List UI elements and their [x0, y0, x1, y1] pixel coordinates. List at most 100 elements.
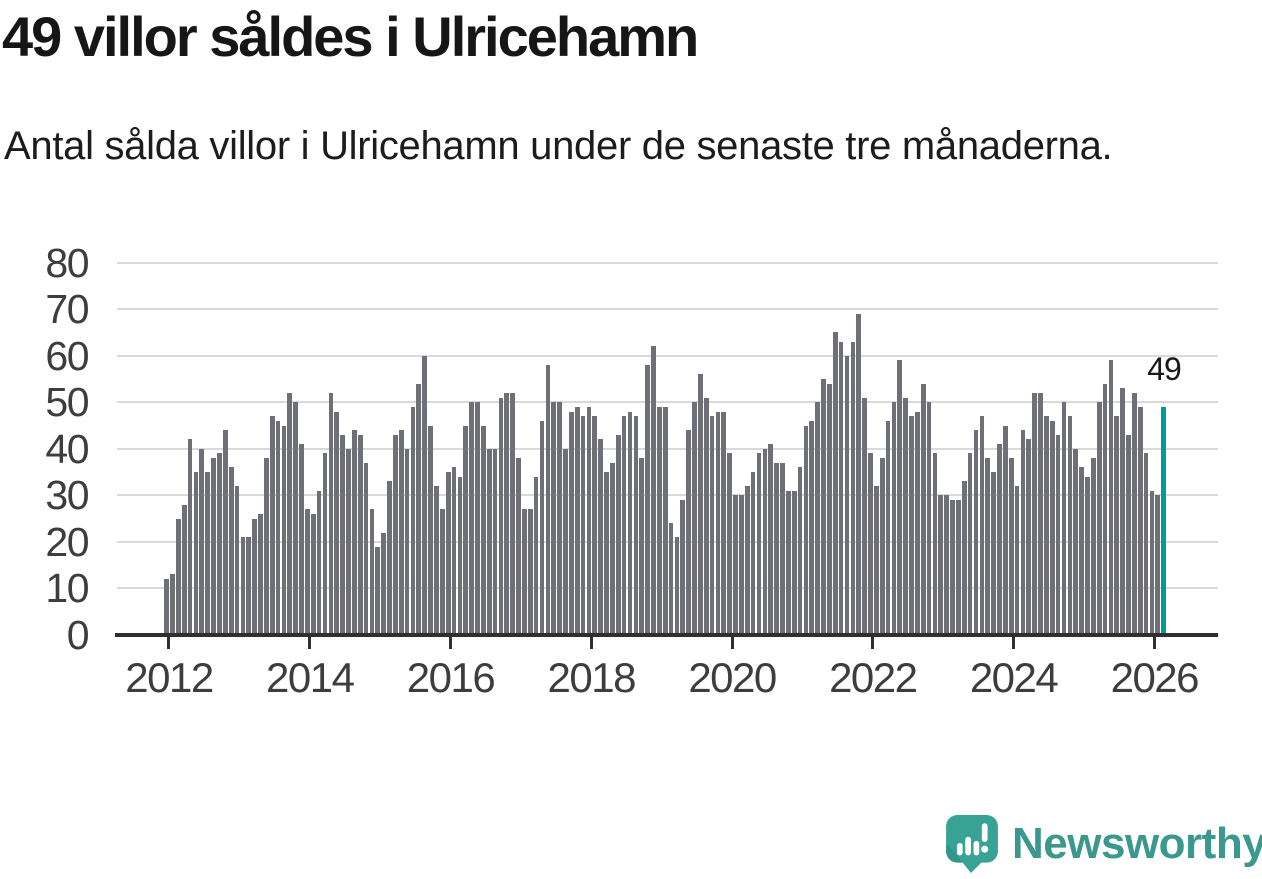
bar: [1038, 392, 1043, 635]
bar: [1044, 416, 1049, 635]
bar: [527, 509, 533, 635]
bar: [469, 402, 474, 635]
y-axis-label: 30: [45, 472, 89, 519]
bar: [498, 397, 504, 635]
bar: [1014, 486, 1020, 635]
bar: [686, 430, 691, 635]
bar: [398, 430, 404, 635]
y-axis-label: 70: [45, 286, 89, 333]
bar: [651, 346, 656, 635]
bar: [815, 402, 820, 635]
bar: [991, 472, 996, 635]
bar: [891, 402, 897, 635]
bar: [739, 495, 744, 635]
bar: [1049, 420, 1055, 635]
bar: [439, 509, 445, 635]
last-value-label: 49: [1147, 351, 1182, 387]
bar: [668, 523, 674, 635]
y-axis-label: 60: [45, 332, 89, 379]
bar: [281, 425, 287, 635]
newsworthy-logo-icon: [946, 814, 998, 874]
bar: [1073, 448, 1079, 635]
bar: [961, 481, 967, 635]
chart-title: 49 villor såldes i Ulricehamn: [2, 5, 699, 68]
bar: [915, 411, 920, 635]
bar: [932, 453, 938, 635]
gridline: [117, 261, 1218, 264]
bar: [1108, 360, 1114, 635]
bar: [1155, 495, 1161, 635]
bar: [809, 420, 815, 635]
bar: [463, 425, 469, 635]
bar: [1090, 458, 1096, 635]
bar: [1020, 430, 1026, 635]
bar: [1137, 406, 1143, 635]
bar: [756, 453, 762, 635]
bar: [774, 462, 779, 635]
bar: [422, 355, 428, 635]
newsworthy-logo: Newsworthy: [944, 812, 1262, 876]
gridline: [117, 308, 1218, 311]
bar: [457, 476, 463, 635]
bar: [838, 341, 844, 635]
bar: [387, 481, 392, 635]
bar: [868, 453, 873, 635]
bar: [1143, 453, 1149, 635]
bar: [715, 411, 721, 635]
x-axis-label: 2022: [829, 654, 918, 701]
x-axis-label: 2014: [266, 654, 355, 701]
bar: [768, 444, 774, 635]
y-axis-label: 0: [66, 612, 90, 658]
bar: [674, 537, 680, 635]
bar: [703, 397, 709, 635]
x-axis-label: 2016: [406, 654, 496, 701]
y-axis-label: 80: [45, 239, 89, 286]
y-axis-label: 40: [45, 425, 89, 472]
bar: [486, 448, 492, 635]
bar: [293, 402, 299, 635]
bar: [357, 434, 363, 635]
bar: [299, 444, 304, 635]
bar: [879, 458, 885, 635]
bar: [217, 453, 222, 635]
bar: [228, 467, 234, 635]
bar: [844, 355, 850, 635]
x-axis-label: 2018: [547, 654, 637, 701]
bar: [369, 509, 375, 635]
bar: [1149, 490, 1155, 635]
bar: [1102, 383, 1108, 635]
bar: [856, 313, 862, 635]
bar: [604, 472, 609, 635]
bar: [187, 439, 193, 635]
bar: [351, 430, 357, 635]
bar: [586, 406, 592, 635]
bar: [375, 546, 381, 635]
bar: [797, 467, 803, 635]
bar: [475, 402, 480, 635]
bar: [733, 495, 738, 635]
bar: [973, 430, 979, 635]
bar: [920, 383, 926, 635]
bar: [1085, 476, 1090, 635]
bar: [504, 392, 510, 635]
bar: [862, 397, 867, 635]
bar: [645, 365, 650, 635]
bar: [662, 406, 668, 635]
bar: [785, 490, 791, 635]
bar: [193, 472, 199, 635]
bar: [240, 537, 246, 635]
bar: [393, 434, 398, 635]
bar: [727, 453, 733, 635]
bar: [1096, 402, 1102, 635]
bar: [416, 383, 422, 635]
bar: [1067, 416, 1073, 635]
bar: [850, 341, 856, 635]
bar: [692, 402, 697, 635]
bar: [821, 378, 826, 635]
bar: [211, 458, 216, 635]
bar: [762, 448, 768, 635]
gridline: [117, 494, 1218, 497]
bar: [481, 425, 486, 635]
bar: [709, 416, 715, 635]
